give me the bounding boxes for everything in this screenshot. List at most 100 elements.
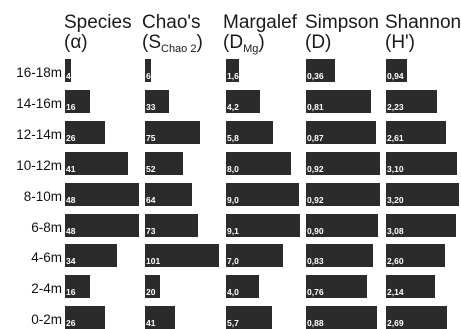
bar-value-label: 73 [146,225,156,236]
bar [226,275,259,299]
bar [226,306,273,329]
bar [145,59,151,82]
bar-value-label: 2,69 [387,318,404,329]
bar-value-label: 0,90 [307,225,324,236]
bar-value-label: 0,92 [307,163,324,174]
bar-value-label: 20 [146,287,156,298]
species-header-line2: (α) [64,32,88,53]
bar [306,89,372,113]
bar-value-label: 48 [66,225,76,236]
bar-value-label: 0,36 [307,71,324,81]
bar-value-label: 0,81 [307,101,324,112]
bar [306,244,373,268]
bar [65,120,106,144]
simpson-header: Simpson (D) [305,13,379,53]
bar-value-label: 4 [66,71,71,81]
depth-label: 4-6m [31,250,62,266]
bar-value-label: 0,92 [307,194,324,205]
bar-value-label: 2,61 [387,132,404,143]
bar [306,59,335,82]
bar-value-label: 5,8 [227,132,239,143]
bar [226,120,274,144]
chao-header: Chao's (SChao 2) [142,13,203,59]
bar [306,306,377,329]
bar [226,151,292,175]
bar [386,120,446,144]
bar-value-label: 101 [146,256,161,267]
bar [386,151,457,175]
bar [306,213,379,237]
bar [145,244,219,268]
bar-value-label: 41 [66,163,76,174]
bar-value-label: 48 [66,194,76,205]
bar [226,89,261,113]
depth-label: 8-10m [23,188,62,204]
bar-value-label: 16 [66,287,76,298]
bar [65,275,90,299]
depth-label: 6-8m [31,219,62,235]
bar [386,306,448,329]
bar-value-label: 4,0 [227,287,239,298]
species-header: Species (α) [64,13,132,53]
bar [306,182,380,206]
bar-value-label: 5,7 [227,318,239,329]
depth-label: 14-16m [16,95,62,111]
bar-value-label: 1,6 [227,71,239,81]
bar-value-label: 0,94 [387,71,404,81]
bar [226,59,239,82]
bar [145,182,192,206]
depth-label: 0-2m [31,312,62,328]
bar-value-label: 3,08 [387,225,404,236]
bar [386,213,457,237]
margalef-header-line1: Margalef [223,12,297,33]
bar-value-label: 33 [146,101,156,112]
bar-value-label: 6 [146,71,151,81]
bar-value-label: 75 [146,132,156,143]
bar-value-label: 0,87 [307,132,324,143]
shannon-header: Shannon (H') [385,13,461,53]
bar-value-label: 2,14 [387,287,404,298]
bar [65,182,139,206]
bar [226,213,300,237]
bar [145,213,199,237]
shannon-header-line1: Shannon [385,12,461,33]
bar [145,306,176,329]
bar [306,151,380,175]
bar-value-label: 34 [66,256,76,267]
bar [386,244,446,268]
simpson-header-line2: (D) [305,32,332,53]
bar [65,213,139,237]
bar-value-label: 26 [66,318,76,329]
bar-value-label: 3,10 [387,163,404,174]
bar-value-label: 0,83 [307,256,324,267]
bar [226,182,300,206]
bar [145,151,184,175]
margalef-header-sub: Mg [243,43,259,55]
margalef-header-end: ) [258,32,265,53]
bar-value-label: 2,23 [387,101,404,112]
bar [386,182,459,206]
bar [145,89,170,113]
bar-value-label: 9,0 [227,194,239,205]
bar [145,120,200,144]
bar-value-label: 41 [146,318,156,329]
species-header-line1: Species [64,12,132,33]
bar [306,275,368,299]
bar [226,244,283,268]
bar [65,306,106,329]
bar-value-label: 64 [146,194,156,205]
bar-value-label: 16 [66,101,76,112]
bar-value-label: 2,60 [387,256,404,267]
bar-value-label: 7,0 [227,256,239,267]
bar-value-label: 0,88 [307,318,324,329]
bar-value-label: 26 [66,132,76,143]
bar-value-label: 3,20 [387,194,404,205]
bar-value-label: 9,1 [227,225,239,236]
margalef-header: Margalef (DMg) [223,13,297,59]
bar [145,275,160,299]
bar-value-label: 52 [146,163,156,174]
depth-label: 2-4m [31,281,62,297]
bar [306,120,376,144]
simpson-header-line1: Simpson [305,12,379,33]
